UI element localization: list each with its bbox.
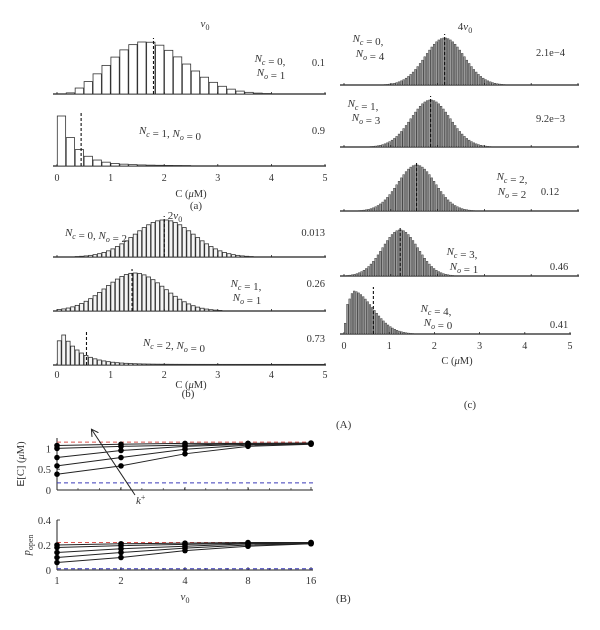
data-point bbox=[118, 541, 124, 547]
panel-c-histograms: 4v0 Nc = 0,No = 4 2.1e−4 Nc = 1,No = 3 9.2e−… bbox=[340, 21, 579, 367]
y-tick-label: 0 bbox=[46, 566, 51, 577]
x-tick-label: 2 bbox=[432, 341, 437, 352]
x-axis-label: v0 bbox=[181, 591, 190, 605]
panel-state-label: No = 3 bbox=[351, 112, 381, 127]
x-tick-label: 1 bbox=[54, 576, 59, 587]
data-point bbox=[54, 455, 60, 461]
y-tick-label: 0.2 bbox=[38, 541, 51, 552]
panel-a-histograms: v0 Nc = 0,No = 1 0.1 Nc = 1, No = 0 0.9 0 1 2 3 4… bbox=[53, 18, 328, 200]
histogram bbox=[340, 287, 571, 334]
x-tick-label: 2 bbox=[162, 173, 167, 184]
panel-state-label: No = 1 bbox=[232, 292, 262, 307]
probability-value: 0.26 bbox=[307, 279, 325, 290]
y-axis-label: popen bbox=[22, 535, 35, 557]
x-tick-label: 2 bbox=[162, 370, 167, 381]
y-axis-label: E[C] (μM) bbox=[15, 441, 27, 487]
x-tick-label: 4 bbox=[269, 370, 274, 381]
probability-value: 0.12 bbox=[541, 187, 559, 198]
data-point bbox=[54, 443, 60, 449]
probability-value: 2.1e−4 bbox=[536, 48, 566, 59]
panel-state-label: No = 1 bbox=[449, 261, 479, 276]
k-plus-label: k+ bbox=[136, 493, 146, 507]
y-tick-label: 0 bbox=[46, 486, 51, 497]
x-tick-label: 3 bbox=[215, 370, 220, 381]
subfigure-label-b: (b) bbox=[182, 388, 195, 400]
probability-value: 0.73 bbox=[307, 334, 325, 345]
x-tick-label: 3 bbox=[477, 341, 482, 352]
x-tick-label: 0 bbox=[342, 341, 347, 352]
expected-concentration-chart: 0 0.5 1 E[C] (μM) k+ bbox=[15, 430, 314, 507]
x-axis-label: C (μM) bbox=[175, 189, 207, 200]
data-point bbox=[54, 555, 60, 561]
panel-state-label: No = 4 bbox=[355, 48, 385, 63]
data-point bbox=[118, 463, 124, 469]
x-tick-label: 4 bbox=[522, 341, 527, 352]
probability-value: 0.9 bbox=[312, 126, 325, 137]
x-tick-label: 4 bbox=[182, 576, 188, 587]
x-tick-label: 5 bbox=[323, 173, 328, 184]
data-point bbox=[118, 455, 124, 461]
x-axis-label: C (μM) bbox=[441, 356, 473, 367]
x-tick-label: 1 bbox=[108, 173, 113, 184]
histogram bbox=[340, 161, 579, 211]
histogram bbox=[53, 269, 326, 311]
data-point bbox=[308, 540, 314, 546]
x-tick-label: 1 bbox=[108, 370, 113, 381]
subfigure-label-a: (a) bbox=[190, 200, 203, 212]
x-tick-label: 5 bbox=[568, 341, 573, 352]
data-point bbox=[245, 540, 251, 546]
panel-state-label: Nc = 4, bbox=[420, 303, 452, 318]
panel-state-label: No = 1 bbox=[256, 67, 286, 82]
data-point bbox=[54, 560, 60, 566]
k-plus-arrow bbox=[92, 430, 135, 495]
panel-state-label: Nc = 2, No = 0 bbox=[142, 337, 206, 355]
figure-label-A: (A) bbox=[336, 419, 352, 431]
y-tick-label: 0.4 bbox=[38, 516, 52, 527]
y-tick-label: 0.5 bbox=[38, 465, 51, 476]
panel-state-label: Nc = 1, No = 0 bbox=[138, 125, 202, 143]
panel-state-label: Nc = 3, bbox=[446, 246, 478, 261]
x-tick-label: 5 bbox=[323, 370, 328, 381]
data-point bbox=[245, 441, 251, 447]
probability-value: 0.1 bbox=[312, 58, 325, 69]
data-point bbox=[118, 441, 124, 447]
x-tick-label: 8 bbox=[245, 576, 250, 587]
probability-value: 0.46 bbox=[550, 262, 568, 273]
panel-state-label: Nc = 2, bbox=[496, 171, 528, 186]
subfigure-label-c: (c) bbox=[464, 399, 477, 411]
data-point bbox=[54, 471, 60, 477]
panel-state-label: Nc = 1, bbox=[230, 278, 262, 293]
data-point bbox=[54, 463, 60, 469]
x-tick-label: 1 bbox=[387, 341, 392, 352]
panel-state-label: No = 2 bbox=[497, 186, 527, 201]
panel-state-label: No = 0 bbox=[423, 317, 453, 332]
x-tick-label: 2 bbox=[118, 576, 123, 587]
data-point bbox=[308, 440, 314, 446]
data-point bbox=[54, 550, 60, 556]
probability-value: 0.41 bbox=[550, 320, 568, 331]
panel-title: 4v0 bbox=[458, 21, 472, 35]
probability-value: 0.013 bbox=[301, 228, 325, 239]
panel-state-label: Nc = 0, No = 2 bbox=[64, 227, 127, 245]
x-tick-label: 0 bbox=[55, 370, 60, 381]
panel-state-label: Nc = 0, bbox=[352, 33, 384, 48]
panel-state-label: Nc = 0, bbox=[254, 53, 286, 68]
y-tick-label: 1 bbox=[46, 444, 51, 455]
x-tick-label: 16 bbox=[306, 576, 317, 587]
x-tick-label: 0 bbox=[55, 173, 60, 184]
x-tick-label: 4 bbox=[269, 173, 274, 184]
figure-label-B: (B) bbox=[336, 593, 351, 605]
panel-state-label: Nc = 1, bbox=[347, 98, 379, 113]
panel-title: v0 bbox=[201, 18, 210, 32]
probability-value: 9.2e−3 bbox=[536, 114, 565, 125]
x-tick-label: 3 bbox=[215, 173, 220, 184]
data-point bbox=[54, 542, 60, 548]
data-point bbox=[182, 540, 188, 546]
data-point bbox=[182, 441, 188, 447]
data-point bbox=[118, 555, 124, 561]
